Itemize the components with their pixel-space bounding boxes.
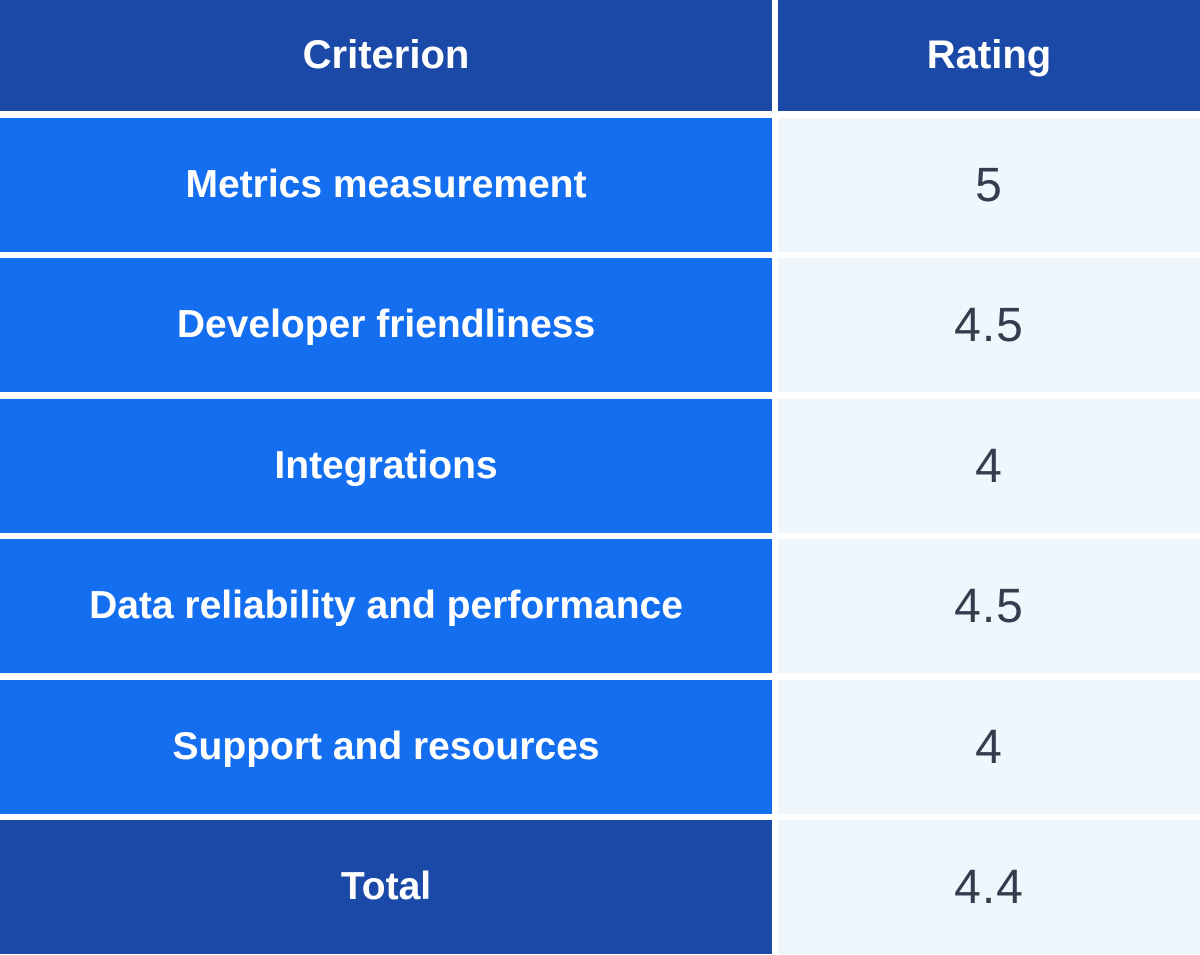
criterion-label: Integrations	[274, 444, 498, 487]
rating-value: 4.5	[954, 579, 1024, 633]
table-row: Support and resources 4	[0, 680, 1200, 814]
criterion-cell: Data reliability and performance	[0, 539, 772, 673]
table-row: Data reliability and performance 4.5	[0, 539, 1200, 673]
rating-value: 5	[975, 158, 1003, 212]
rating-value: 4.5	[954, 298, 1024, 352]
criterion-header-label: Criterion	[302, 33, 470, 77]
criterion-label: Data reliability and performance	[89, 584, 683, 627]
rating-cell: 4.5	[778, 539, 1200, 673]
criterion-label: Metrics measurement	[185, 163, 587, 206]
total-criterion-cell: Total	[0, 820, 772, 954]
criterion-label: Developer friendliness	[176, 303, 596, 346]
rating-cell: 4	[778, 399, 1200, 533]
rating-value: 4	[975, 720, 1003, 774]
criterion-cell: Support and resources	[0, 680, 772, 814]
rating-cell: 4	[778, 680, 1200, 814]
total-rating-value: 4.4	[954, 860, 1024, 914]
criterion-header-cell: Criterion	[0, 0, 772, 111]
table-header-row: Criterion Rating	[0, 0, 1200, 111]
rating-header-cell: Rating	[778, 0, 1200, 111]
criterion-cell: Integrations	[0, 399, 772, 533]
total-row: Total 4.4	[0, 820, 1200, 954]
total-label: Total	[340, 865, 432, 908]
table-row: Integrations 4	[0, 399, 1200, 533]
criterion-cell: Developer friendliness	[0, 258, 772, 392]
rating-value: 4	[975, 439, 1003, 493]
criterion-label: Support and resources	[172, 725, 600, 768]
rating-header-label: Rating	[926, 33, 1052, 77]
rating-cell: 4.5	[778, 258, 1200, 392]
rating-cell: 5	[778, 118, 1200, 252]
table-row: Developer friendliness 4.5	[0, 258, 1200, 392]
total-rating-cell: 4.4	[778, 820, 1200, 954]
criterion-cell: Metrics measurement	[0, 118, 772, 252]
table-row: Metrics measurement 5	[0, 118, 1200, 252]
